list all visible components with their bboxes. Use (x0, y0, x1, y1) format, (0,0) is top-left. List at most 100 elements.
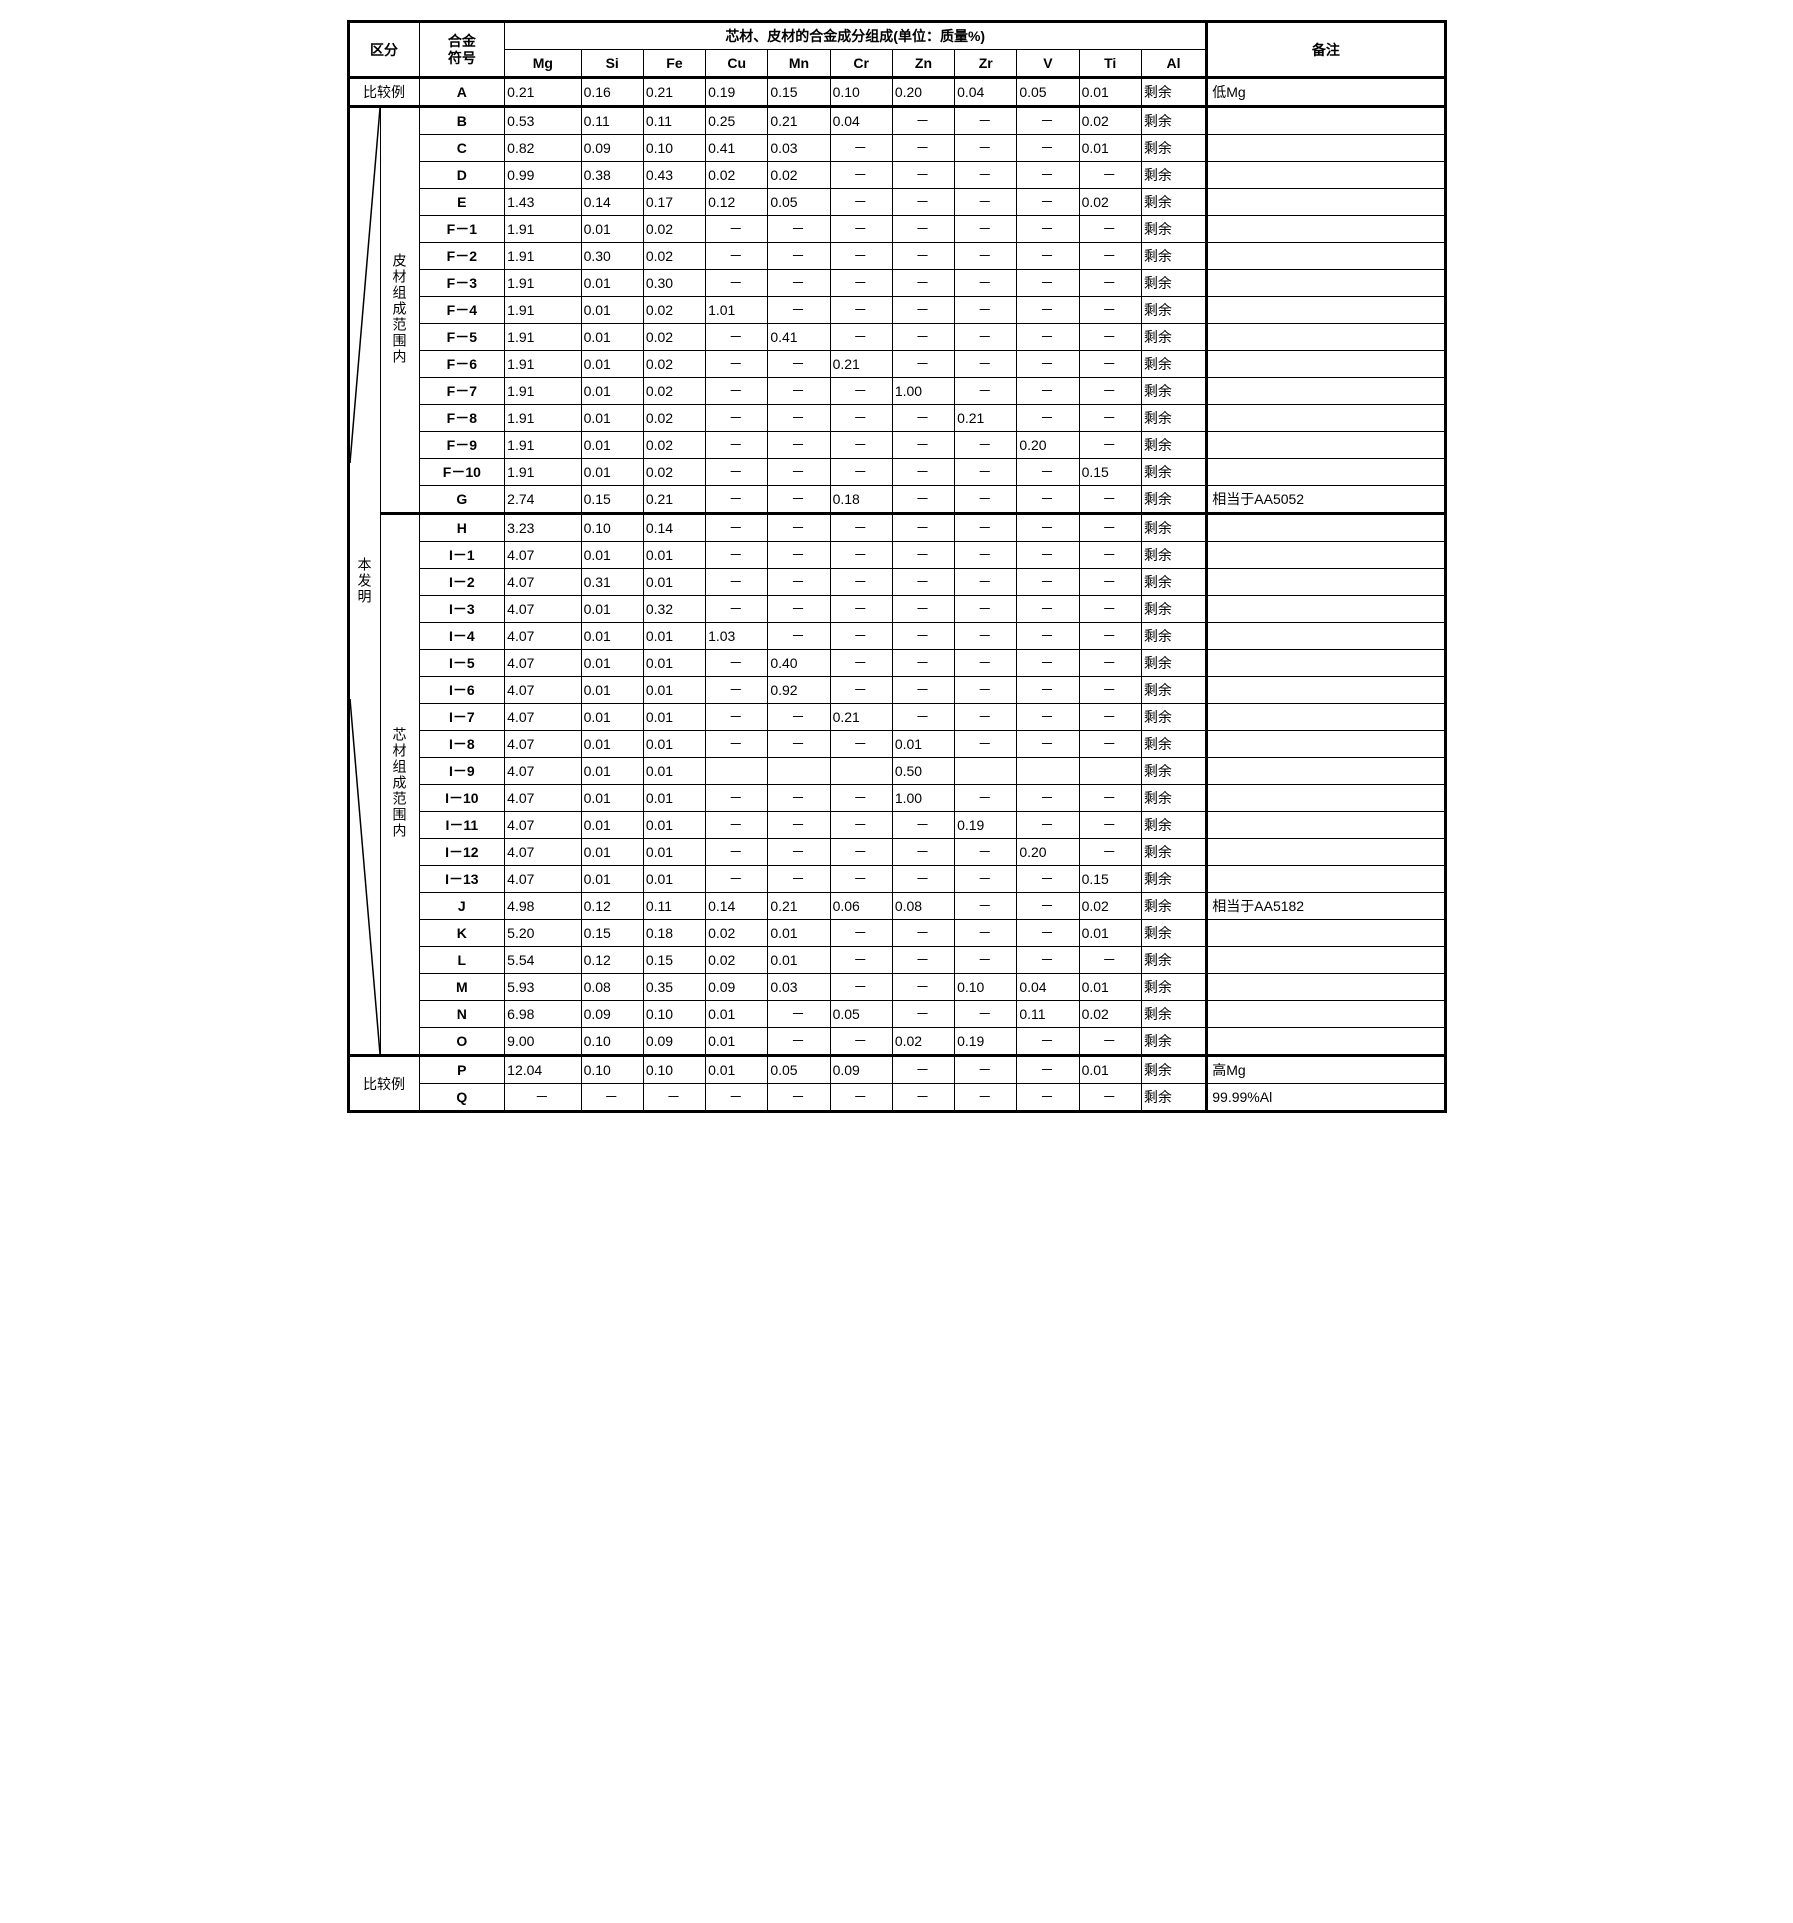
cell-remarks: 相当于AA5182 (1207, 893, 1445, 920)
cell-cr: － (830, 974, 892, 1001)
cell-v: 0.05 (1017, 78, 1079, 107)
cell-remarks (1207, 974, 1445, 1001)
cell-v: － (1017, 189, 1079, 216)
cell-remarks (1207, 866, 1445, 893)
cell-ti: 0.02 (1079, 893, 1141, 920)
cell-cr: － (830, 324, 892, 351)
cell-mg: 1.91 (505, 459, 581, 486)
cell-al: 剩余 (1141, 677, 1206, 704)
table-row: F－101.910.010.02－－－－－－0.15剩余 (348, 459, 1445, 486)
cell-zn: 0.08 (892, 893, 954, 920)
cell-al: 剩余 (1141, 78, 1206, 107)
cell-al: 剩余 (1141, 596, 1206, 623)
alloy-symbol: F－2 (419, 243, 505, 270)
cell-cu: 0.01 (706, 1028, 768, 1056)
cell-ti: 0.02 (1079, 107, 1141, 135)
cell-si: 0.31 (581, 569, 643, 596)
cell-cr: － (830, 243, 892, 270)
col-si: Si (581, 50, 643, 78)
cell-remarks (1207, 731, 1445, 758)
cell-mn: － (768, 839, 830, 866)
cell-ti: － (1079, 486, 1141, 514)
table-row: I－114.070.010.01－－－－0.19－－剩余 (348, 812, 1445, 839)
col-mn: Mn (768, 50, 830, 78)
cell-cu: 0.12 (706, 189, 768, 216)
alloy-symbol: I－4 (419, 623, 505, 650)
cell-zn: － (892, 351, 954, 378)
cell-cu: － (706, 459, 768, 486)
cell-cr: － (830, 839, 892, 866)
cell-ti: － (1079, 812, 1141, 839)
cell-v: － (1017, 866, 1079, 893)
cell-si: 0.16 (581, 78, 643, 107)
table-row: F－91.910.010.02－－－－－0.20－剩余 (348, 432, 1445, 459)
cell-remarks (1207, 623, 1445, 650)
cell-zn: － (892, 623, 954, 650)
cell-cu: 0.01 (706, 1001, 768, 1028)
cell-remarks (1207, 1028, 1445, 1056)
cell-ti: － (1079, 677, 1141, 704)
cell-mg: 3.23 (505, 514, 581, 542)
cell-v: － (1017, 378, 1079, 405)
cell-cr: 0.21 (830, 704, 892, 731)
cell-cr: 0.09 (830, 1056, 892, 1084)
cell-remarks (1207, 351, 1445, 378)
cell-zr: 0.19 (955, 812, 1017, 839)
alloy-symbol: F－6 (419, 351, 505, 378)
cell-cr: － (830, 677, 892, 704)
cell-v: － (1017, 1084, 1079, 1112)
table-body: 比较例A0.210.160.210.190.150.100.200.040.05… (348, 78, 1445, 1112)
cell-remarks (1207, 189, 1445, 216)
cell-si: 0.10 (581, 514, 643, 542)
cell-cu: － (706, 351, 768, 378)
cell-v: － (1017, 405, 1079, 432)
alloy-symbol: B (419, 107, 505, 135)
cell-si: 0.12 (581, 947, 643, 974)
cell-cr: － (830, 920, 892, 947)
cell-mn: － (768, 297, 830, 324)
cell-zn: － (892, 677, 954, 704)
col-fe: Fe (643, 50, 705, 78)
cell-mg: 1.91 (505, 432, 581, 459)
col-zn: Zn (892, 50, 954, 78)
table-row: F－11.910.010.02－－－－－－－剩余 (348, 216, 1445, 243)
table-row: I－24.070.310.01－－－－－－－剩余 (348, 569, 1445, 596)
cell-zr: － (955, 243, 1017, 270)
cell-cr: － (830, 514, 892, 542)
cell-fe: 0.01 (643, 677, 705, 704)
cell-v: － (1017, 596, 1079, 623)
cell-al: 剩余 (1141, 812, 1206, 839)
col-mg: Mg (505, 50, 581, 78)
cell-zn: － (892, 216, 954, 243)
cell-si: 0.01 (581, 731, 643, 758)
cell-ti: － (1079, 542, 1141, 569)
cell-mn: － (768, 704, 830, 731)
cell-cr: 0.10 (830, 78, 892, 107)
cell-al: 剩余 (1141, 947, 1206, 974)
alloy-symbol: I－7 (419, 704, 505, 731)
cell-ti (1079, 758, 1141, 785)
cell-fe: 0.01 (643, 785, 705, 812)
alloy-symbol: F－8 (419, 405, 505, 432)
cell-ti: － (1079, 596, 1141, 623)
cell-remarks (1207, 270, 1445, 297)
cell-al: 剩余 (1141, 785, 1206, 812)
alloy-symbol: O (419, 1028, 505, 1056)
cell-zn: － (892, 569, 954, 596)
cell-zr: － (955, 677, 1017, 704)
cell-fe: 0.01 (643, 812, 705, 839)
alloy-symbol: H (419, 514, 505, 542)
cell-v: － (1017, 920, 1079, 947)
cell-al: 剩余 (1141, 216, 1206, 243)
cell-mn: 0.40 (768, 650, 830, 677)
cell-zr: － (955, 216, 1017, 243)
table-row: E1.430.140.170.120.05－－－－0.02剩余 (348, 189, 1445, 216)
cell-fe: 0.02 (643, 243, 705, 270)
cell-v: － (1017, 270, 1079, 297)
cell-si: 0.01 (581, 351, 643, 378)
cell-zr: － (955, 162, 1017, 189)
cell-fe: 0.01 (643, 569, 705, 596)
cell-al: 剩余 (1141, 920, 1206, 947)
cell-cu (706, 758, 768, 785)
col-composition-group: 芯材、皮材的合金成分组成(单位：质量%) (505, 22, 1207, 50)
